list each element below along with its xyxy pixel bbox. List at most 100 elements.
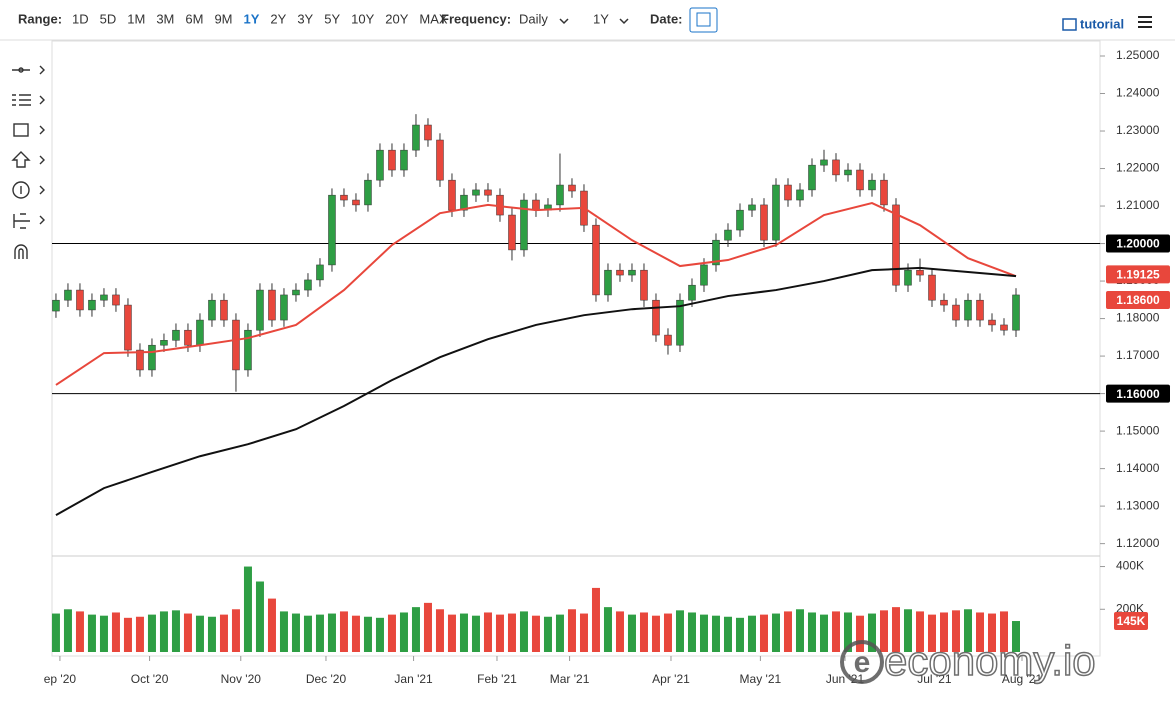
range-button[interactable]: 5D [100,11,117,26]
volume-bar [999,611,1008,652]
tool-fib[interactable] [12,94,45,106]
tool-arrow[interactable] [11,151,45,168]
y-tick-label: 1.12000 [1116,536,1160,550]
tutorial-link[interactable]: tutorial [1080,16,1124,31]
candle-body [256,289,264,331]
candle-body [472,189,480,196]
volume-bar [747,615,756,652]
volume-bar [279,611,288,652]
candle-body [892,204,900,286]
volume-bar [867,613,876,652]
volume-bar [663,613,672,652]
volume-bar [123,617,132,652]
candle-body [820,159,828,166]
volume-bar [219,614,228,652]
range-button[interactable]: 9M [214,11,232,26]
x-tick-label: Aug '21 [1002,672,1043,686]
volume-bar [51,613,60,652]
volume-bar [603,607,612,652]
candle-body [952,304,960,321]
range-button[interactable]: 3Y [297,11,313,26]
price-tag-label: 1.18600 [1116,293,1160,307]
range-button[interactable]: MAX [419,11,448,26]
x-tick-label: Mar '21 [550,672,590,686]
y-tick-label: 1.25000 [1116,48,1160,62]
volume-bar [555,614,564,652]
volume-bar [627,614,636,652]
candle-body [424,124,432,141]
candle-body [964,299,972,321]
tool-magnet[interactable] [14,244,28,259]
volume-bar [927,614,936,652]
tutorial-icon [1062,18,1077,31]
level-tag [1106,234,1170,253]
volume-bar [759,614,768,652]
volume-bar [351,615,360,652]
range-button[interactable]: 1Y [244,11,260,26]
range-button[interactable]: 20Y [385,11,408,26]
volume-bar [783,611,792,652]
moving-average [55,266,1017,516]
period-select[interactable]: 1Y [593,11,609,26]
volume-bar [879,610,888,652]
volume-bar [771,613,780,652]
plot-frame [51,40,1101,657]
y-tick-label: 1.18000 [1116,311,1160,325]
date-label: Date: [650,11,683,26]
dropdown-caret [619,18,629,25]
volume-bar [507,613,516,652]
candle-body [640,269,648,301]
candle-body [796,189,804,201]
volume-bar [399,612,408,652]
range-button[interactable]: 1D [72,11,89,26]
candle-body [400,149,408,171]
volume-bar [495,614,504,652]
date-button[interactable] [689,7,718,33]
level-tag-label: 1.16000 [1116,387,1160,401]
range-button[interactable]: 3M [156,11,174,26]
volume-bar [315,614,324,652]
tool-line[interactable] [12,65,45,75]
volume-bar [567,609,576,652]
frequency-select[interactable]: Daily [519,11,548,26]
volume-bar [159,611,168,652]
range-button[interactable]: 5Y [324,11,340,26]
candle-body [148,344,156,371]
volume-bar [639,612,648,652]
volume-bar [231,609,240,652]
volume-bar [207,616,216,652]
volume-bar [831,611,840,652]
menu-icon[interactable] [1138,16,1152,28]
range-button[interactable]: 6M [185,11,203,26]
volume-bar [687,612,696,652]
volume-bar [483,612,492,652]
candle-body [88,299,96,311]
candle-body [364,179,372,206]
candle-body [808,164,816,191]
candle-body [208,299,216,321]
volume-bar [147,614,156,652]
volume-bar [87,614,96,652]
volume-bar [447,614,456,652]
candle-body [712,239,720,266]
tool-measure[interactable] [13,213,45,229]
candle-body [64,289,72,301]
x-tick-label: Oct '20 [131,672,169,686]
candle-body [988,319,996,326]
tool-shape[interactable] [13,123,45,137]
candle-body [172,329,180,341]
range-button[interactable]: 2Y [270,11,286,26]
range-button[interactable]: 10Y [351,11,374,26]
candle-body [304,279,312,291]
tool-label[interactable] [12,181,45,199]
candle-body [592,224,600,296]
candle-body [844,169,852,176]
range-button[interactable]: 1M [127,11,145,26]
range-label: Range: [18,11,62,26]
y-tick-label: 1.14000 [1116,461,1160,475]
candle-body [436,139,444,181]
volume-bar [699,614,708,652]
price-tag [1106,265,1170,284]
frequency-label: Frequency: [441,11,511,26]
